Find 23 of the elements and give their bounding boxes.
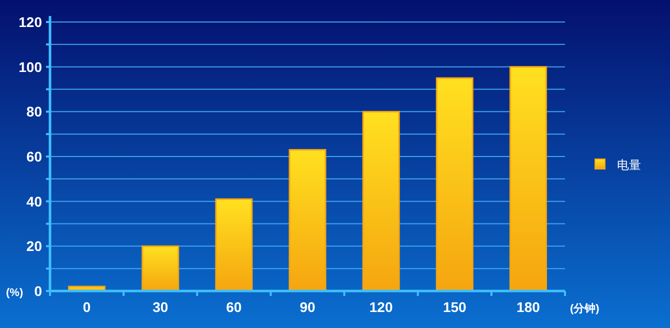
- bar: [288, 149, 326, 292]
- bar: [362, 110, 400, 292]
- x-tick-label: 150: [442, 299, 467, 315]
- x-tick-label: 90: [300, 299, 316, 315]
- bar: [142, 245, 180, 292]
- y-tick-label: 60: [26, 148, 42, 164]
- bar: [509, 66, 547, 292]
- y-tick-label: 20: [26, 238, 42, 254]
- y-tick-label: 40: [26, 193, 42, 210]
- x-axis-title: (分钟): [570, 302, 600, 315]
- y-axis-title: (%): [6, 287, 24, 299]
- bar: [436, 77, 474, 292]
- x-tick-label: 180: [516, 299, 540, 315]
- y-tick-label: 80: [26, 104, 42, 120]
- y-tick-label: 120: [18, 14, 42, 30]
- bar: [215, 198, 253, 292]
- legend-label: 电量: [617, 158, 641, 172]
- x-tick-label: 60: [226, 299, 242, 315]
- y-tick-label: 0: [34, 283, 42, 299]
- y-tick-label: 100: [18, 58, 42, 75]
- x-tick-label: 30: [152, 299, 168, 315]
- x-tick-label: 0: [82, 299, 91, 315]
- x-tick-label: 120: [369, 299, 393, 315]
